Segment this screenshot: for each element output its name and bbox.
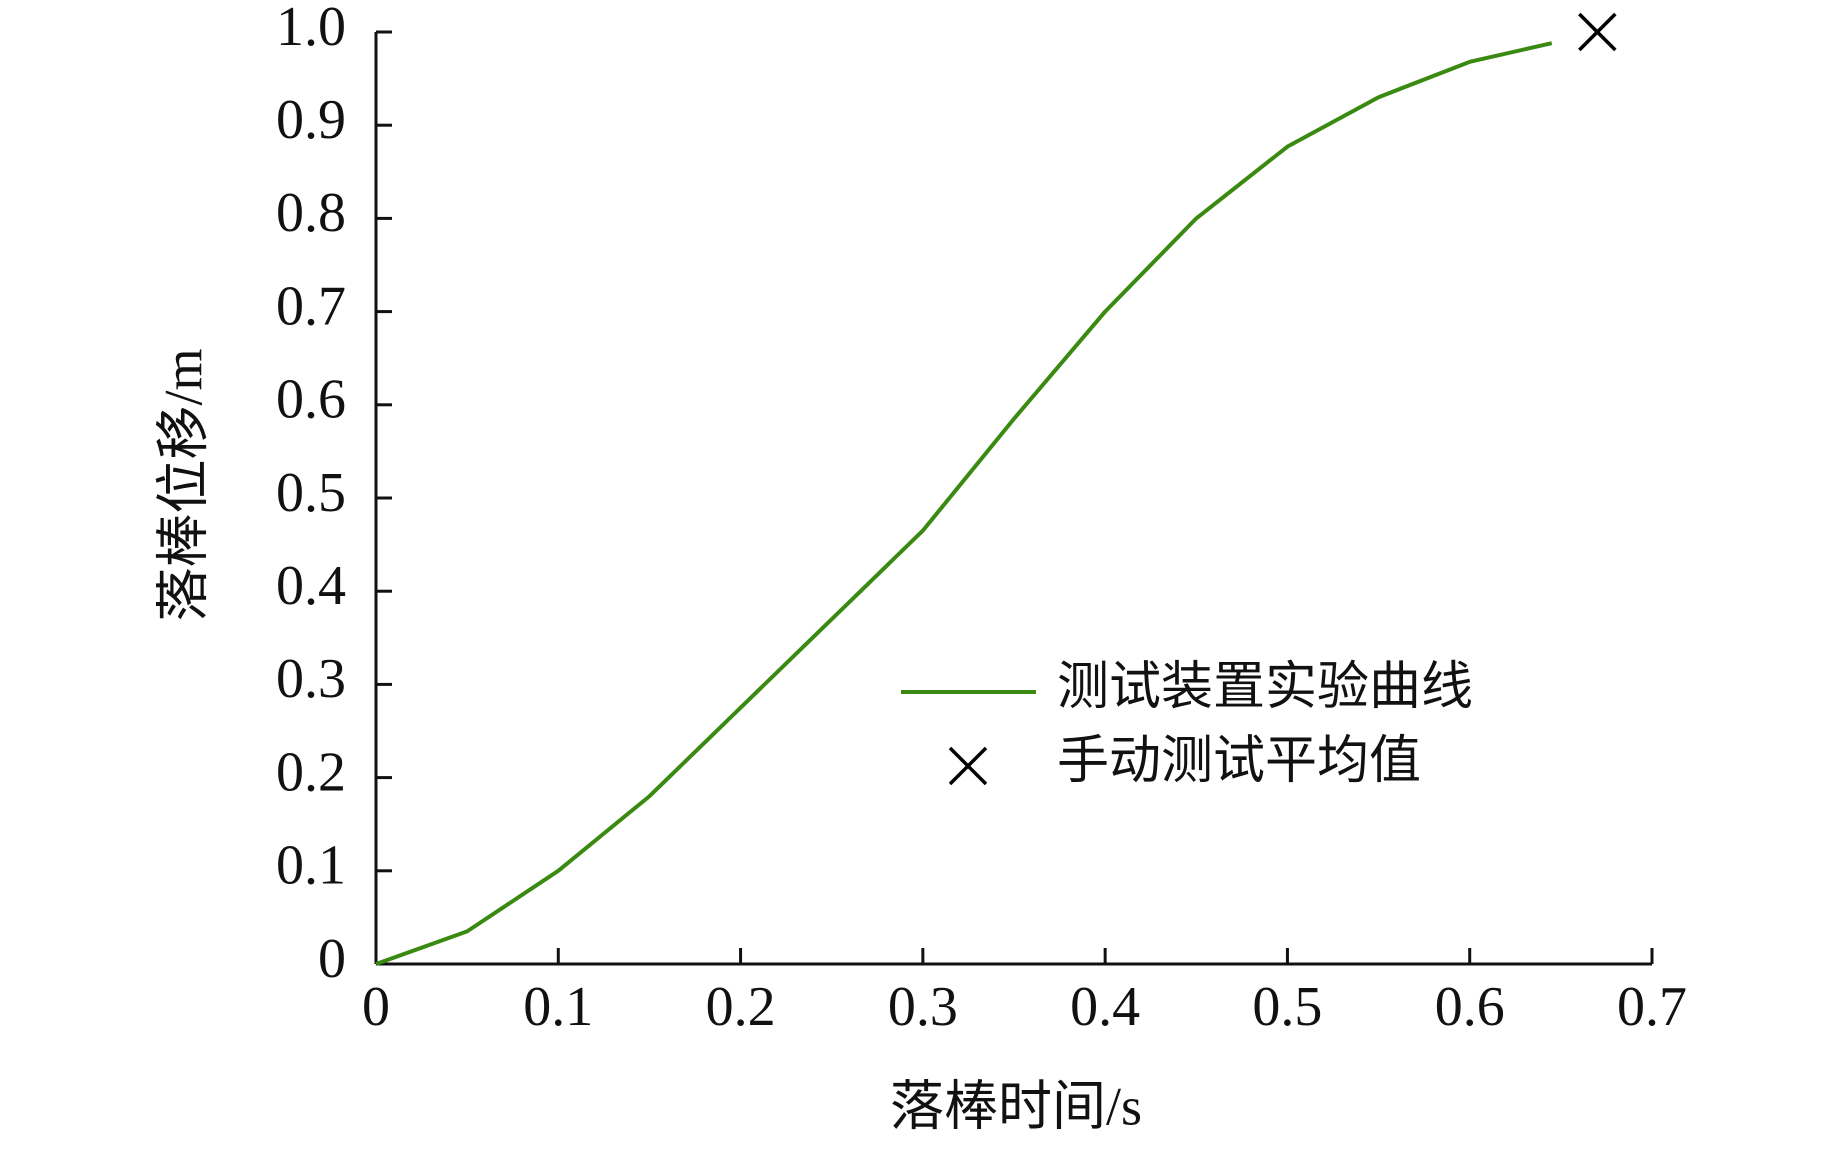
legend-label: 手动测试平均值 [1057,733,1421,790]
x-tick-label: 0.2 [706,976,776,1038]
x-axis-label: 落棒时间/s [890,1076,1142,1136]
y-tick-label: 0.3 [276,648,346,710]
y-tick-label: 0.6 [276,369,346,431]
legend-marker [948,746,988,786]
y-tick-label: 0.7 [276,275,346,337]
data-line [375,41,1553,966]
legend-label: 测试装置实验曲线 [1057,659,1473,716]
y-tick-label: 0.8 [276,182,346,244]
data-point [1578,12,1617,52]
y-tick-label: 0.9 [276,89,346,151]
y-tick-label: 0.1 [276,835,346,897]
x-tick-label: 0.3 [888,976,958,1038]
y-tick-label: 0.5 [276,462,346,524]
x-tick-label: 0 [362,976,390,1038]
y-tick-label: 1.0 [276,0,346,58]
y-tick-label: 0 [318,928,346,990]
y-axis-label: 落棒位移/m [153,348,213,621]
x-tick-label: 0.7 [1617,976,1687,1038]
x-tick-label: 0.1 [523,976,593,1038]
x-tick-label: 0.6 [1435,976,1505,1038]
x-tick-label: 0.5 [1252,976,1322,1038]
y-tick-label: 0.4 [276,555,346,617]
x-tick-label: 0.4 [1070,976,1140,1038]
y-tick-label: 0.2 [276,741,346,803]
